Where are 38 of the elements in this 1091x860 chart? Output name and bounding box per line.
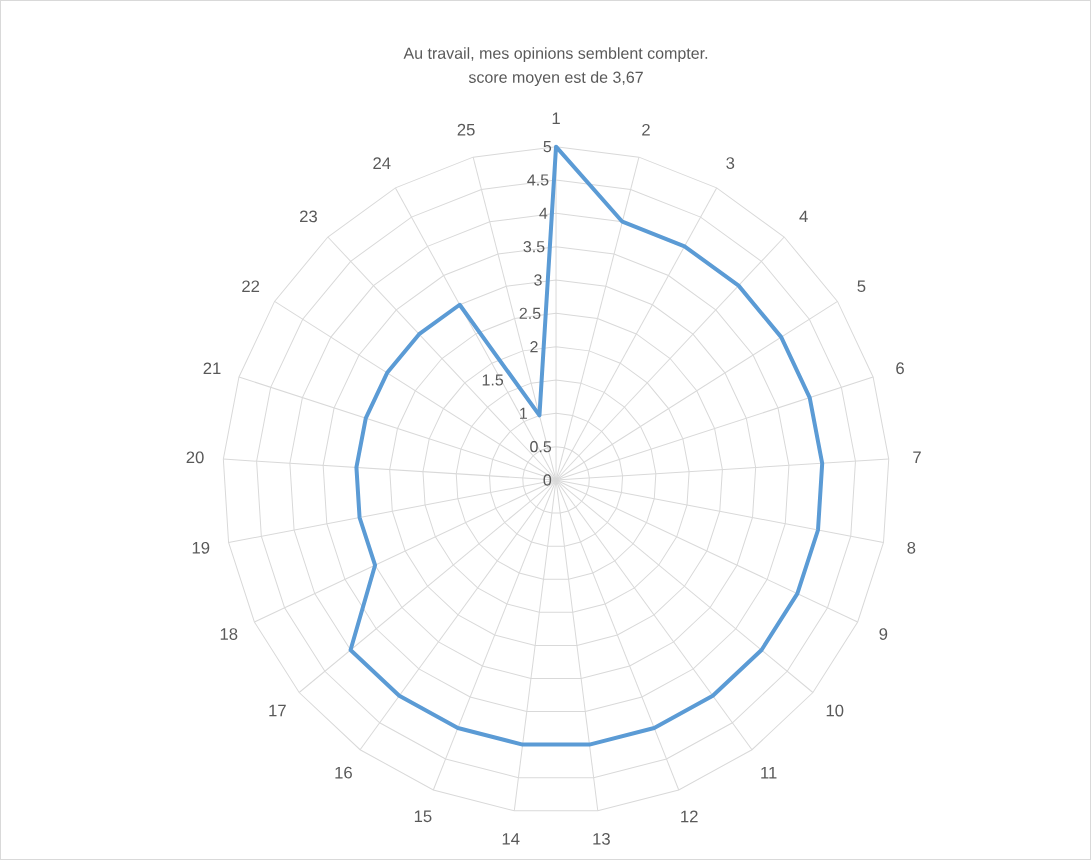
- spoke-label: 21: [203, 362, 221, 375]
- spoke-label: 22: [242, 280, 260, 293]
- y-tick-label: 0: [543, 474, 552, 486]
- chart-title: Au travail, mes opinions semblent compter.: [403, 47, 708, 63]
- y-tick-label: 4.5: [527, 174, 549, 186]
- y-tick-label: 2: [530, 341, 538, 353]
- spoke-label: 11: [761, 766, 777, 779]
- y-tick-label: 0.5: [530, 441, 552, 453]
- spoke-label: 18: [220, 628, 238, 640]
- spoke-label: 7: [913, 451, 921, 464]
- spoke-label: 1: [552, 112, 560, 125]
- spoke-label: 25: [457, 123, 475, 136]
- y-tick-label: 3: [534, 274, 542, 286]
- spoke-label: 24: [373, 157, 391, 169]
- spoke-label: 23: [300, 210, 317, 223]
- spoke-label: 12: [681, 810, 698, 823]
- spoke-label: 8: [907, 541, 916, 554]
- spoke-label: 13: [593, 832, 610, 845]
- spoke-label: 20: [186, 451, 204, 464]
- chart-subtitle: score moyen est de 3,67: [468, 71, 643, 87]
- y-tick-label: 1.5: [482, 374, 504, 386]
- y-tick-label: 1: [520, 407, 527, 419]
- spoke-label: 6: [896, 362, 904, 375]
- spoke-label: 17: [269, 704, 286, 717]
- spoke-label: 16: [335, 766, 352, 779]
- spoke-label: 3: [726, 157, 735, 169]
- spoke-label: 5: [857, 280, 866, 293]
- y-tick-label: 3.5: [523, 240, 545, 253]
- spoke-label: 4: [799, 210, 808, 223]
- y-tick-label: 5: [543, 141, 552, 153]
- spoke-label: 19: [192, 541, 210, 554]
- spoke-label: 9: [879, 628, 888, 640]
- spoke-label: 10: [826, 704, 844, 717]
- y-tick-label: 2.5: [519, 307, 541, 319]
- spoke-label: 2: [642, 123, 650, 136]
- spoke-label: 15: [414, 810, 432, 823]
- y-tick-label: 4: [539, 207, 548, 219]
- spoke-label: 14: [502, 833, 520, 845]
